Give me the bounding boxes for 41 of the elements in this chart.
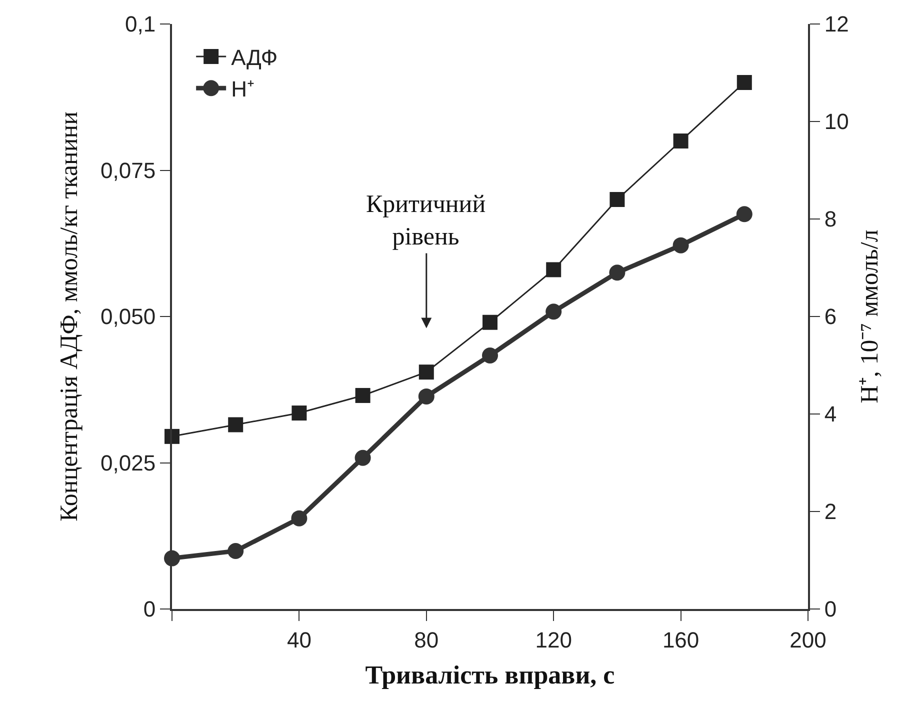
y-tick-label: 0,1 xyxy=(125,12,156,37)
point xyxy=(228,542,244,559)
x-tick-label: 160 xyxy=(662,627,700,652)
y2-tick-label: 12 xyxy=(824,12,849,37)
point xyxy=(418,364,434,380)
point xyxy=(354,450,371,466)
point xyxy=(355,388,370,403)
x-tick-label: 120 xyxy=(535,627,572,652)
point xyxy=(672,237,689,254)
x-tick-label: 200 xyxy=(790,627,826,652)
point xyxy=(546,262,562,278)
point xyxy=(609,264,626,281)
point xyxy=(228,417,244,432)
y2-tick-label: 2 xyxy=(824,499,837,524)
y2-tick-label: 0 xyxy=(824,596,837,622)
point xyxy=(673,134,688,148)
y-tick-label: 0 xyxy=(143,596,156,622)
y-tick-label: 0,025 xyxy=(100,450,156,476)
y2-axis-title: Н⁺, 10⁻⁷ ммоль/л xyxy=(856,230,884,404)
x-tick-label: 40 xyxy=(286,627,312,652)
point xyxy=(610,192,625,207)
y2-tick-label: 10 xyxy=(824,109,849,134)
point xyxy=(546,304,562,320)
legend-label: Н⁺ xyxy=(231,76,254,102)
y-tick-label: 0,075 xyxy=(100,158,156,183)
y-tick-label: 0,050 xyxy=(100,304,156,330)
point xyxy=(482,348,498,364)
y2-tick-label: 6 xyxy=(824,304,837,330)
annotation: Критичний рівень xyxy=(366,191,486,250)
y2-tick-label: 4 xyxy=(824,402,837,427)
x-tick-label: 80 xyxy=(414,627,439,652)
point xyxy=(482,314,498,330)
point xyxy=(418,388,434,404)
x-axis-title: Тривалість вправи, с xyxy=(365,660,615,690)
y-axis-title: Концентрація АДФ, ммоль/кг тканини xyxy=(56,111,83,522)
point xyxy=(736,75,752,90)
legend-label: АДФ xyxy=(231,45,278,70)
point xyxy=(292,406,307,421)
point xyxy=(736,206,752,222)
point xyxy=(291,510,308,526)
y2-tick-label: 8 xyxy=(824,206,837,232)
